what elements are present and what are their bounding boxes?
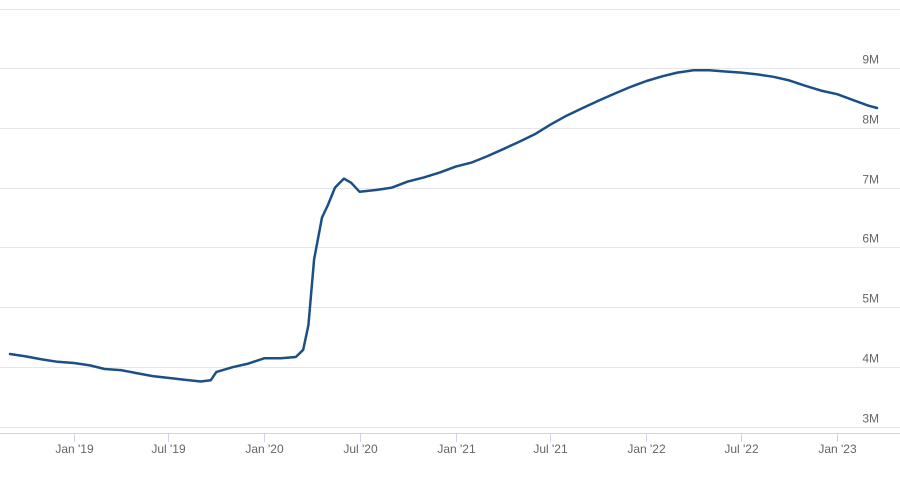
x-tick-label: Jul '20: [343, 442, 378, 456]
y-axis: 3M 4M 5M 6M 7M 8M 9M: [862, 53, 879, 426]
y-tick-label: 8M: [862, 113, 879, 127]
x-tick-label: Jan '20: [245, 442, 284, 456]
y-tick-label: 4M: [862, 352, 879, 366]
series-line: [8, 69, 879, 383]
x-tick-label: Jan '21: [437, 442, 476, 456]
y-tick-label: 7M: [862, 173, 879, 187]
series-group: [8, 69, 879, 383]
y-tick-label: 3M: [862, 412, 879, 426]
x-tick-label: Jan '22: [627, 442, 666, 456]
y-tick-label: 6M: [862, 232, 879, 246]
x-tick-label: Jul '21: [533, 442, 568, 456]
y-tick-label: 9M: [862, 53, 879, 67]
x-tick-label: Jan '23: [818, 442, 857, 456]
x-axis: Jan '19 Jul '19 Jan '20 Jul '20 Jan '21 Jul '…: [0, 433, 900, 456]
x-tick-label: Jan '19: [55, 442, 94, 456]
y-tick-label: 5M: [862, 292, 879, 306]
gridlines: [0, 9, 900, 428]
x-tick-label: Jul '19: [151, 442, 186, 456]
x-tick-label: Jul '22: [724, 442, 759, 456]
